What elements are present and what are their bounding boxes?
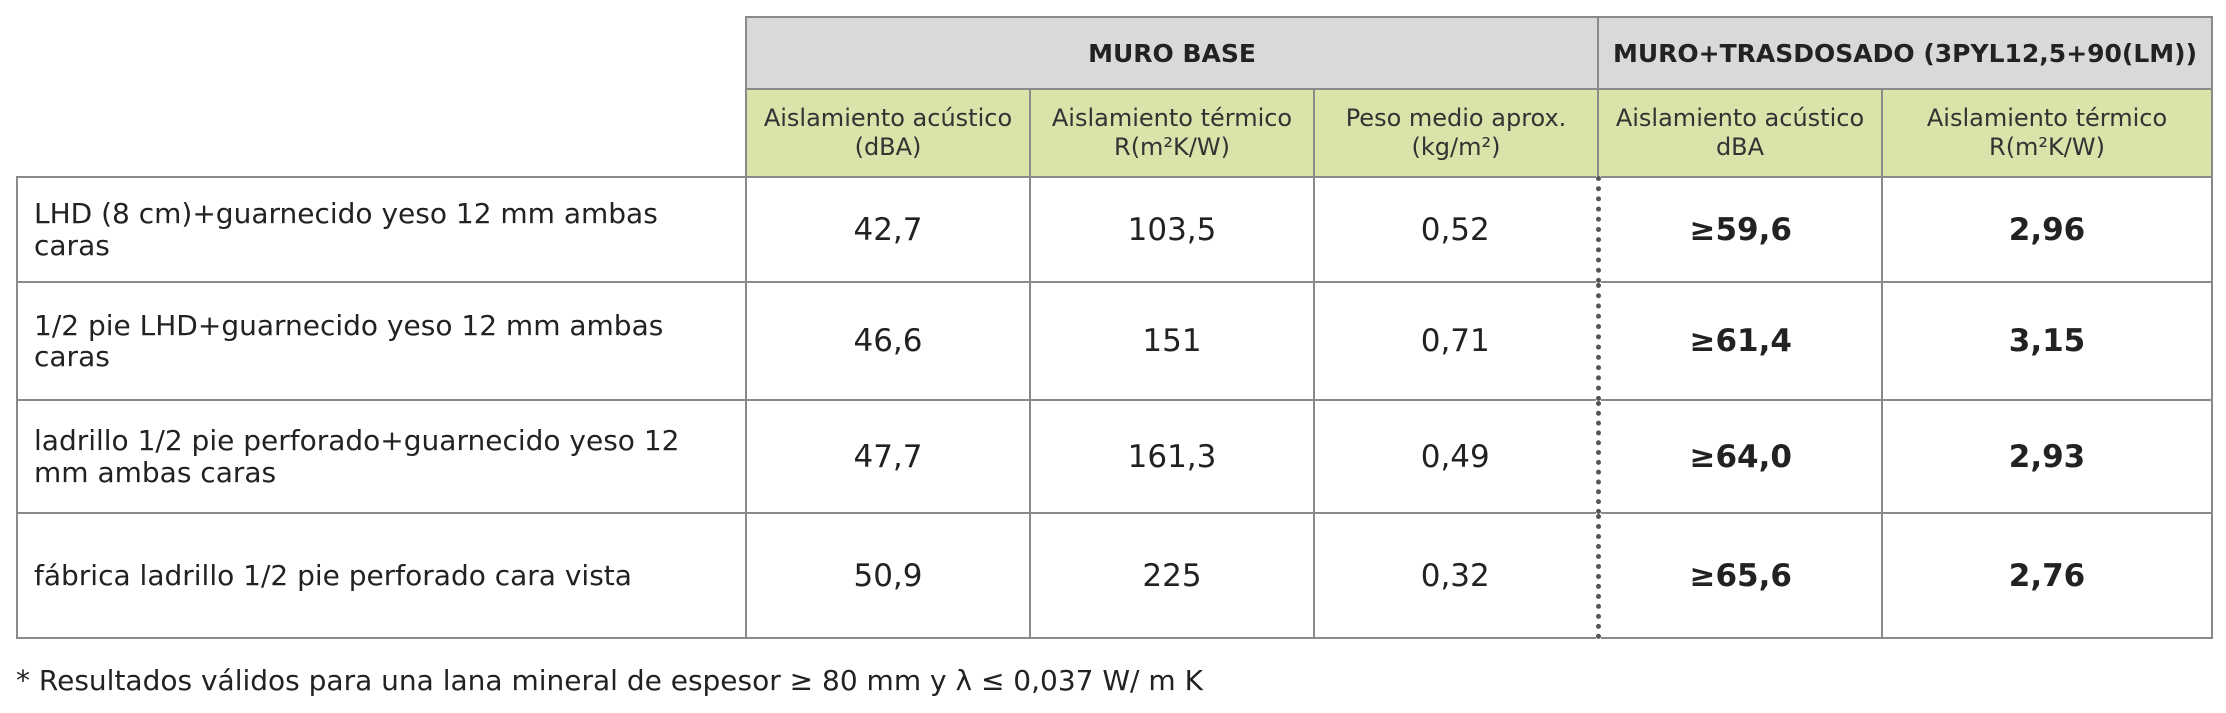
data-table: MURO BASE MURO+TRASDOSADO (3PYL12,5+90(LM… <box>16 16 2214 639</box>
row-label: fábrica ladrillo 1/2 pie perforado cara … <box>34 558 632 592</box>
column-header: Aislamiento acústico dBA <box>1597 88 1883 178</box>
column-header: Aislamiento térmico R(m²K/W) <box>1029 88 1315 178</box>
table-row: LHD (8 cm)+guarnecido yeso 12 mm ambas c… <box>16 176 2214 283</box>
table-row: ladrillo 1/2 pie perforado+guarnecido ye… <box>16 399 2214 514</box>
value-cell: 42,7 <box>745 176 1031 283</box>
value-cell: ≥65,6 <box>1595 512 1883 639</box>
row-label-cell: ladrillo 1/2 pie perforado+guarnecido ye… <box>16 399 747 514</box>
value-cell: 47,7 <box>745 399 1031 514</box>
value-cell: 2,93 <box>1880 399 2214 514</box>
column-header: Aislamiento térmico R(m²K/W) <box>1880 88 2214 178</box>
column-header: Aislamiento acústico (dBA) <box>745 88 1031 178</box>
table-row: fábrica ladrillo 1/2 pie perforado cara … <box>16 512 2214 639</box>
column-header: Peso medio aprox. (kg/m²) <box>1313 88 1599 178</box>
value-cell: 103,5 <box>1029 176 1315 283</box>
group-header: MURO BASE <box>745 16 1599 90</box>
value-cell: 151 <box>1029 281 1315 401</box>
value-cell: 2,96 <box>1880 176 2214 283</box>
value-cell: 0,52 <box>1313 176 1599 283</box>
footnote: * Resultados válidos para una lana miner… <box>16 664 1203 697</box>
table-row: 1/2 pie LHD+guarnecido yeso 12 mm ambas … <box>16 281 2214 401</box>
value-cell: 0,71 <box>1313 281 1599 401</box>
value-cell: 3,15 <box>1880 281 2214 401</box>
value-cell: 46,6 <box>745 281 1031 401</box>
value-cell: 2,76 <box>1880 512 2214 639</box>
row-label: 1/2 pie LHD+guarnecido yeso 12 mm ambas … <box>34 308 664 373</box>
row-label: ladrillo 1/2 pie perforado+guarnecido ye… <box>34 424 680 489</box>
value-cell: 0,49 <box>1313 399 1599 514</box>
value-cell: ≥64,0 <box>1595 399 1883 514</box>
row-label-cell: 1/2 pie LHD+guarnecido yeso 12 mm ambas … <box>16 281 747 401</box>
value-cell: ≥59,6 <box>1595 176 1883 283</box>
value-cell: 225 <box>1029 512 1315 639</box>
group-header: MURO+TRASDOSADO (3PYL12,5+90(LM)) <box>1596 16 2214 90</box>
row-label-cell: LHD (8 cm)+guarnecido yeso 12 mm ambas c… <box>16 176 747 283</box>
value-cell: 0,32 <box>1313 512 1599 639</box>
row-label: LHD (8 cm)+guarnecido yeso 12 mm ambas c… <box>34 197 658 262</box>
row-label-cell: fábrica ladrillo 1/2 pie perforado cara … <box>16 512 747 639</box>
value-cell: ≥61,4 <box>1595 281 1883 401</box>
blank-cell <box>17 17 746 177</box>
value-cell: 161,3 <box>1029 399 1315 514</box>
value-cell: 50,9 <box>745 512 1031 639</box>
